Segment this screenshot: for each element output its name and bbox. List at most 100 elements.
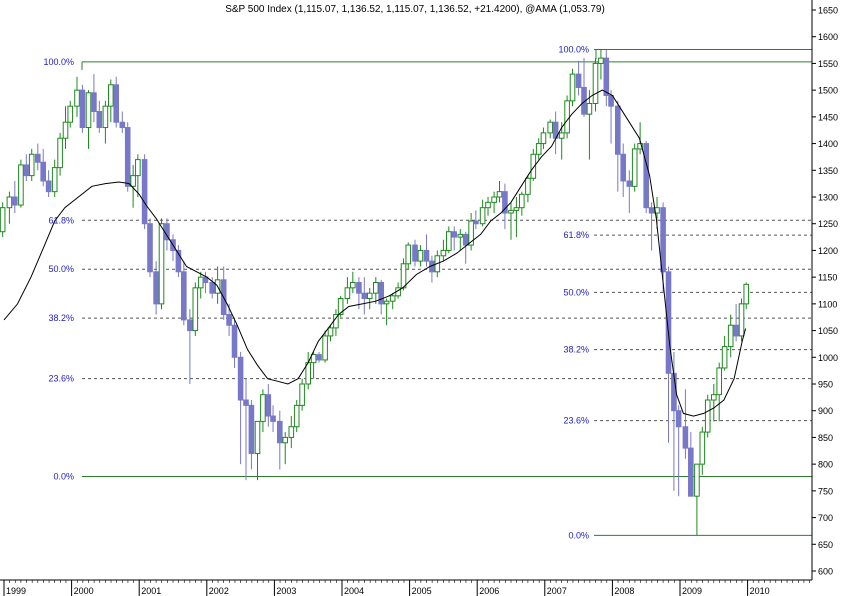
candle-down [626,180,633,187]
candle-up [310,354,317,364]
candle-up [540,132,547,145]
candle-up [260,394,266,422]
candle-down [12,196,18,206]
candle-down [733,324,739,337]
candle-up [694,463,700,497]
candle-up [637,143,643,150]
fib-level-label: 0.0% [568,530,589,540]
candle-up [631,148,638,187]
candle-up [293,404,300,428]
candle-up [400,263,407,289]
candle-down [237,356,244,401]
candle-down [682,426,689,449]
fibonacci-levels: 100.0% 61.8% 50.0% 38.2% 23.6% 0.0% 100.0% 61.8… [43,44,812,540]
candle-up [327,327,334,337]
candle-up [479,207,486,225]
candle-up [102,105,109,129]
candle-up [457,233,464,238]
candle-down [462,233,469,246]
y-tick-label: 1600 [818,32,838,42]
candle-down [40,161,47,182]
y-tick-label: 1500 [818,86,838,96]
candle-up [598,57,604,64]
candle-down [35,153,41,163]
candle-up [389,295,396,302]
candle-down [277,420,283,444]
candle-up [282,436,289,444]
fib-level-label: 38.2% [563,345,589,355]
candle-down [675,410,682,428]
candle-down [665,271,672,374]
y-tick-label: 950 [818,380,833,390]
candle-down [265,394,272,417]
candle-up [28,153,35,177]
y-tick-label: 1100 [818,299,837,309]
fib-level-label: 50.0% [563,287,589,297]
x-tick-label: 2009 [682,586,702,596]
candle-down [113,84,120,123]
candle-down [688,447,694,497]
y-tick-label: 1350 [818,166,838,176]
y-tick-label: 1450 [818,112,838,122]
candle-up [108,84,114,107]
y-tick-label: 1250 [818,219,838,229]
x-tick-label: 2008 [614,586,634,596]
candle-up [6,196,13,209]
candle-down [141,159,148,225]
candle-up [440,249,447,257]
candle-down [473,220,479,225]
y-tick-label: 700 [818,513,833,523]
candle-up [569,73,576,102]
candle-up [322,335,328,361]
x-tick-label: 2002 [209,586,229,596]
candle-up [491,196,497,203]
candle-down [451,231,458,238]
candle-down [231,324,238,358]
candle-up [721,346,728,369]
candle-down [202,276,209,283]
candle-up [446,231,452,251]
y-tick-label: 1650 [818,6,838,16]
candle-up [67,105,74,123]
candle-up [158,223,165,305]
candle-up [57,137,63,169]
candle-up [344,287,351,300]
y-tick-label: 900 [818,406,833,416]
candle-down [243,399,249,406]
candle-down [423,249,430,262]
candle-up [704,399,711,433]
candle-down [226,314,232,326]
candle-up [547,121,554,134]
fib-level-label: 23.6% [48,374,74,384]
candle-up [592,62,599,104]
candle-down [660,207,666,273]
candle-up [62,121,69,139]
candle-down [96,111,103,129]
y-tick-label: 1200 [818,246,838,256]
candle-down [147,223,153,273]
candle-down [45,180,52,193]
candle-up [485,201,491,209]
ama-indicator [3,89,747,417]
fib-level-label: 61.8% [48,215,74,225]
candle-up [85,92,92,129]
candle-down [119,121,126,129]
y-tick-label: 1300 [818,193,838,203]
candle-up [743,283,750,305]
candle-up [558,132,565,139]
x-tick-label: 2007 [547,586,567,596]
candle-up [738,303,745,337]
candle-up [699,431,706,465]
candle-down [643,143,650,209]
candle-up [299,383,305,406]
x-tick-label: 2004 [344,586,364,596]
candle-up [564,100,570,134]
y-tick-label: 600 [818,567,833,577]
ama-line [3,89,747,417]
x-tick-label: 2001 [141,586,161,596]
candle-down [248,404,255,454]
candle-up [337,298,344,316]
fib-level-label: 100.0% [43,57,74,67]
